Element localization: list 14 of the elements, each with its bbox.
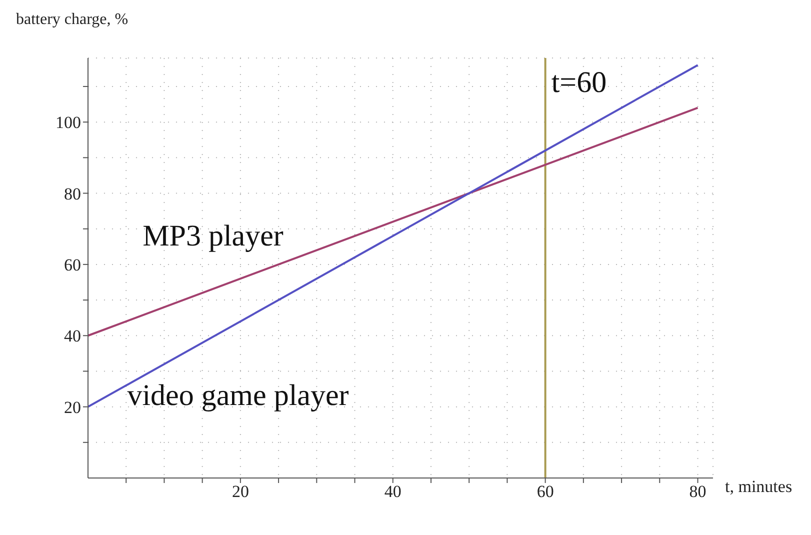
ref-line-label: t=60 (551, 66, 607, 99)
y-tick-label: 20 (64, 398, 81, 417)
y-tick-label: 40 (64, 326, 81, 346)
x-tick-label: 80 (689, 482, 706, 502)
series-label: video game player (127, 379, 349, 412)
y-axis-title: battery charge, % (16, 11, 128, 28)
x-tick-label: 20 (232, 482, 249, 502)
x-tick-label: 60 (536, 482, 554, 502)
series-label: MP3 player (142, 219, 284, 252)
y-tick-label: 60 (64, 255, 81, 274)
y-tick-label: 100 (56, 113, 81, 132)
x-axis-title: t, minutes (725, 477, 792, 496)
x-tick-label: 40 (384, 482, 402, 502)
y-tick-label: 80 (64, 184, 81, 204)
